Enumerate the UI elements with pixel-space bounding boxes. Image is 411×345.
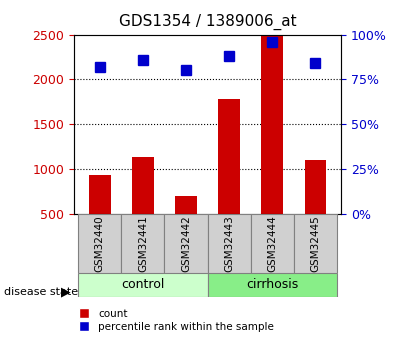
Title: GDS1354 / 1389006_at: GDS1354 / 1389006_at xyxy=(119,14,296,30)
Text: GSM32442: GSM32442 xyxy=(181,215,191,272)
Text: GSM32445: GSM32445 xyxy=(310,215,320,272)
Bar xyxy=(78,214,121,273)
Text: ▶: ▶ xyxy=(61,285,70,298)
Text: disease state: disease state xyxy=(4,287,78,296)
Text: cirrhosis: cirrhosis xyxy=(246,278,298,291)
Text: GSM32443: GSM32443 xyxy=(224,215,234,272)
Bar xyxy=(261,36,283,214)
Text: GSM32441: GSM32441 xyxy=(138,215,148,272)
Bar xyxy=(89,175,111,214)
Text: GSM32444: GSM32444 xyxy=(267,215,277,272)
Bar xyxy=(208,273,337,297)
Bar xyxy=(164,214,208,273)
Bar xyxy=(121,214,164,273)
Bar xyxy=(218,99,240,214)
Legend: count, percentile rank within the sample: count, percentile rank within the sample xyxy=(79,309,274,332)
Bar xyxy=(208,214,251,273)
Bar xyxy=(294,214,337,273)
Bar xyxy=(175,196,197,214)
Bar xyxy=(78,273,208,297)
Text: control: control xyxy=(121,278,165,291)
Bar xyxy=(305,160,326,214)
Text: GSM32440: GSM32440 xyxy=(95,215,105,272)
Bar xyxy=(251,214,294,273)
Bar xyxy=(132,157,154,214)
